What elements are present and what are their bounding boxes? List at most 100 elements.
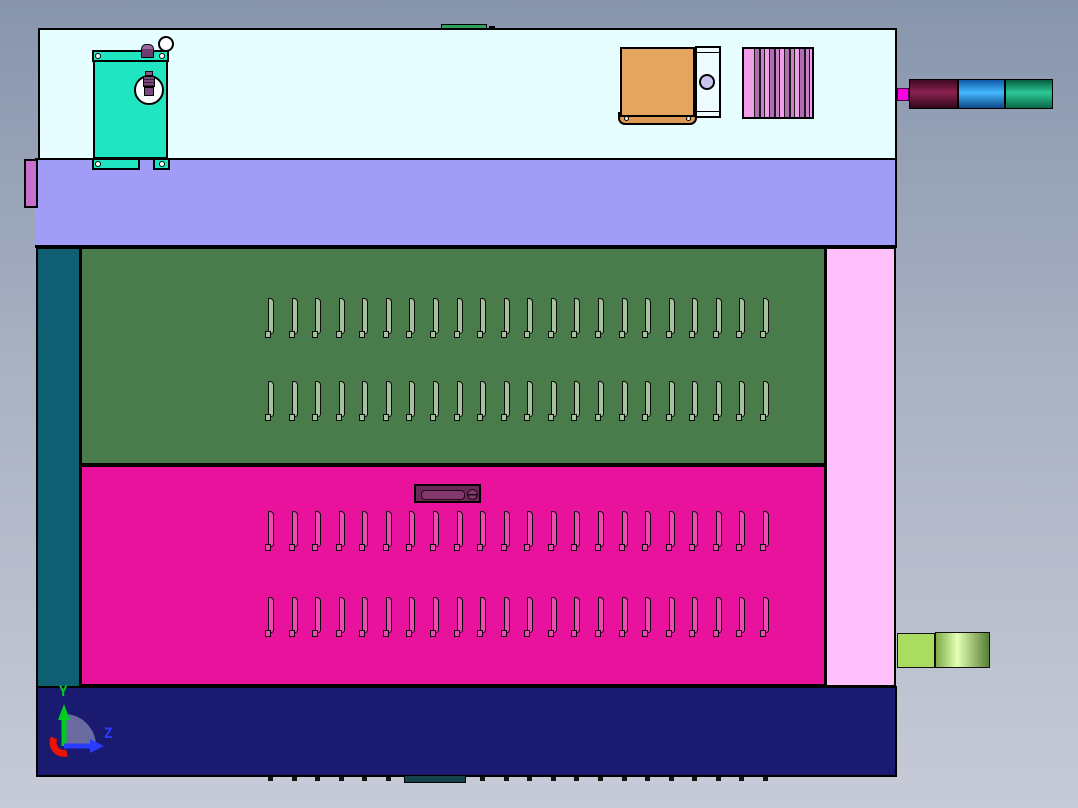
bracket-edge-line [697,111,719,112]
upper-cavity-plate [79,246,827,466]
vent-slot [594,381,604,421]
vent-slot [429,298,439,338]
vent-slot [382,298,392,338]
vent-slot [547,597,557,637]
vent-slot [524,381,534,421]
vent-slot [665,511,675,551]
vent-slot [429,597,439,637]
vent-slot [594,597,604,637]
vent-slot [288,597,298,637]
vent-slot [477,381,487,421]
vent-slot [618,597,628,637]
vent-slot [453,511,463,551]
base-plate [36,686,897,777]
vent-slot [382,381,392,421]
ejector-pin-tip [362,777,368,781]
vent-slot [547,381,557,421]
shaft-maroon-cylinder [909,79,958,109]
bolt-hole [159,161,165,167]
vent-slot [759,381,769,421]
valve-fitting-cap [145,71,153,76]
vent-slot [665,597,675,637]
vent-slot [406,511,416,551]
ejector-pin-tip [597,777,603,781]
left-spacer-column [36,247,81,688]
vent-slot [712,597,722,637]
vent-slot [335,381,345,421]
ejector-pin-tip [645,777,651,781]
vent-slot [382,597,392,637]
shaft-stub [897,88,909,101]
vent-slot [500,298,510,338]
shaft-blue-cylinder [958,79,1005,109]
motor-shaft-circle [699,74,715,90]
vent-slot [594,511,604,551]
vent-slot [359,381,369,421]
vent-slot [265,298,274,338]
bolt-hole [95,53,101,59]
bolt-hole [624,116,629,121]
ejector-pin-tip [668,777,674,781]
vent-slot [759,511,769,551]
vent-slot [406,298,416,338]
vent-slot [665,298,675,338]
vent-slot [477,511,487,551]
bolt-hole [95,161,101,167]
ejector-pin-tip [621,777,627,781]
bottom-center-part [404,775,466,783]
axis-quarter-disc [64,714,96,746]
vent-slot [477,597,487,637]
ejector-pin-tip [762,777,768,781]
upper-support-plate [35,158,897,248]
vent-slot [759,298,769,338]
vent-slot [689,381,699,421]
vent-slot [736,511,746,551]
vent-slot [312,381,322,421]
ejector-pin-tip [527,777,533,781]
shaft-green-cylinder [1005,79,1053,109]
vent-slot [500,511,510,551]
vent-slot [736,298,746,338]
vent-slot [571,511,581,551]
vent-slot [288,381,298,421]
right-spacer-column [825,247,896,687]
vent-slot [265,381,274,421]
vent-slot [429,511,439,551]
vent-slot [618,511,628,551]
vent-slot [406,381,416,421]
vent-slot [335,511,345,551]
ejector-pin-tip [338,777,344,781]
vent-slot [618,381,628,421]
ring-circle [158,36,174,52]
vent-slot [453,381,463,421]
valve-fitting-body [143,76,155,87]
vent-slot [571,597,581,637]
ejector-pin-tip [503,777,509,781]
valve-fitting-base [144,87,154,96]
counter-foot-left [92,158,140,170]
vent-slot [335,597,345,637]
vent-slot [736,381,746,421]
z-axis-label: Z [104,726,112,742]
vent-slot [642,597,652,637]
vent-slot [453,298,463,338]
y-axis-arrowhead [58,704,70,720]
ejector-pin-tip [385,777,391,781]
vent-slot [524,597,534,637]
vent-slot [453,597,463,637]
bracket-edge-line [697,52,719,53]
vent-slot [642,381,652,421]
vent-slot [736,597,746,637]
vent-slot [759,597,769,637]
vent-slot [571,381,581,421]
vent-slot [594,298,604,338]
vent-slot [359,511,369,551]
ejector-pin-tip [715,777,721,781]
latch-screw [467,489,478,500]
ejector-pin-tip [692,777,698,781]
side-tab [24,159,38,208]
vent-slot [712,298,722,338]
ejector-pin-tip [574,777,580,781]
latch-lock [414,484,481,503]
